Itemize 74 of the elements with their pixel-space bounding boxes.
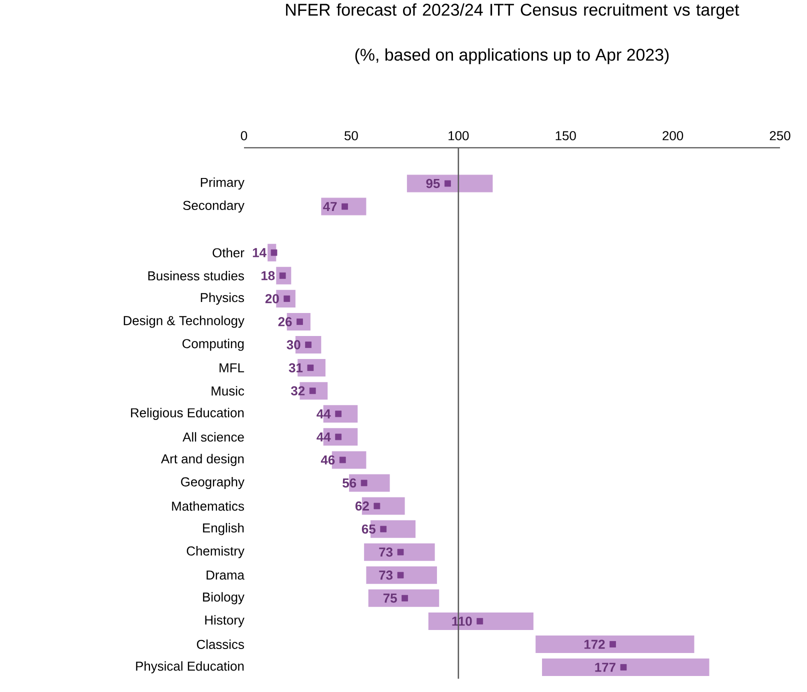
point xyxy=(335,410,342,418)
data-label: 31 xyxy=(288,363,303,372)
data-label: 172 xyxy=(584,640,605,649)
point xyxy=(476,618,484,624)
point xyxy=(284,296,290,302)
y-tick-label: Business studies xyxy=(148,270,244,280)
y-tick-label: Primary xyxy=(200,178,244,190)
point xyxy=(610,641,616,648)
y-tick-label: All science xyxy=(182,432,244,442)
point xyxy=(374,502,380,510)
data-label: 46 xyxy=(320,455,335,465)
point xyxy=(402,595,408,602)
point xyxy=(279,272,286,279)
data-label: 18 xyxy=(261,271,275,280)
point xyxy=(342,203,348,210)
point xyxy=(296,318,303,326)
y-tick-label: Chemistry xyxy=(186,546,244,558)
data-label: 73 xyxy=(379,548,393,557)
y-tick-label: Physical Education xyxy=(136,661,244,674)
bar xyxy=(536,636,694,654)
point xyxy=(380,526,387,532)
y-tick-label: MFL xyxy=(220,363,244,372)
y-tick-label: Physics xyxy=(200,292,244,305)
data-label: 75 xyxy=(383,594,397,603)
y-tick-label: Geography xyxy=(181,477,244,490)
point xyxy=(397,572,404,578)
y-tick-label: Design & Technology xyxy=(124,316,244,328)
y-tick-label: Classics xyxy=(196,640,244,650)
chart-title: NFER forecast of 2023/24 ITT Census recruitment vs target xyxy=(286,3,740,20)
x-tick-label: 100 xyxy=(448,131,469,140)
y-tick-label: Music xyxy=(212,386,244,396)
point xyxy=(444,180,451,187)
data-label: 73 xyxy=(379,570,393,580)
point xyxy=(397,549,404,556)
bar xyxy=(406,174,493,192)
x-tick-label: 200 xyxy=(662,131,684,140)
y-tick-label: Art and design xyxy=(160,454,244,466)
y-tick-label: Biology xyxy=(203,592,244,604)
y-tick-label: English xyxy=(203,523,244,536)
x-tick-label: 250 xyxy=(770,131,790,140)
y-tick-label: Secondary xyxy=(183,200,244,213)
y-tick-label: Drama xyxy=(206,570,244,580)
data-label: 32 xyxy=(290,386,305,396)
bar xyxy=(366,566,437,584)
point xyxy=(335,434,342,440)
bar xyxy=(428,612,534,630)
y-tick-label: Mathematics xyxy=(172,501,244,511)
x-tick-label: 0 xyxy=(240,131,248,140)
point xyxy=(305,342,312,348)
bar xyxy=(368,590,440,608)
y-tick-label: Other xyxy=(212,248,244,258)
y-tick-label: Computing xyxy=(182,338,244,351)
data-label: 20 xyxy=(265,294,279,304)
y-tick-label: History xyxy=(205,615,244,628)
x-tick-label: 150 xyxy=(556,131,576,140)
point xyxy=(620,664,627,671)
data-label: 30 xyxy=(286,340,300,350)
point xyxy=(360,480,368,486)
y-tick-label: Religious Education xyxy=(131,408,244,420)
point xyxy=(339,456,346,464)
data-label: 95 xyxy=(426,179,440,188)
data-label: 65 xyxy=(362,524,376,534)
bar xyxy=(364,543,435,561)
point xyxy=(309,388,316,394)
point xyxy=(307,364,314,372)
point xyxy=(270,250,278,256)
bar xyxy=(542,658,710,676)
x-tick-label: 50 xyxy=(344,131,358,140)
chart-subtitle: (%, based on applications up to Apr 2023) xyxy=(355,48,669,64)
data-label: 177 xyxy=(595,662,616,672)
bar xyxy=(321,198,366,216)
data-label: 47 xyxy=(323,202,337,212)
data-label: 26 xyxy=(278,317,292,326)
data-label: 14 xyxy=(252,248,266,258)
